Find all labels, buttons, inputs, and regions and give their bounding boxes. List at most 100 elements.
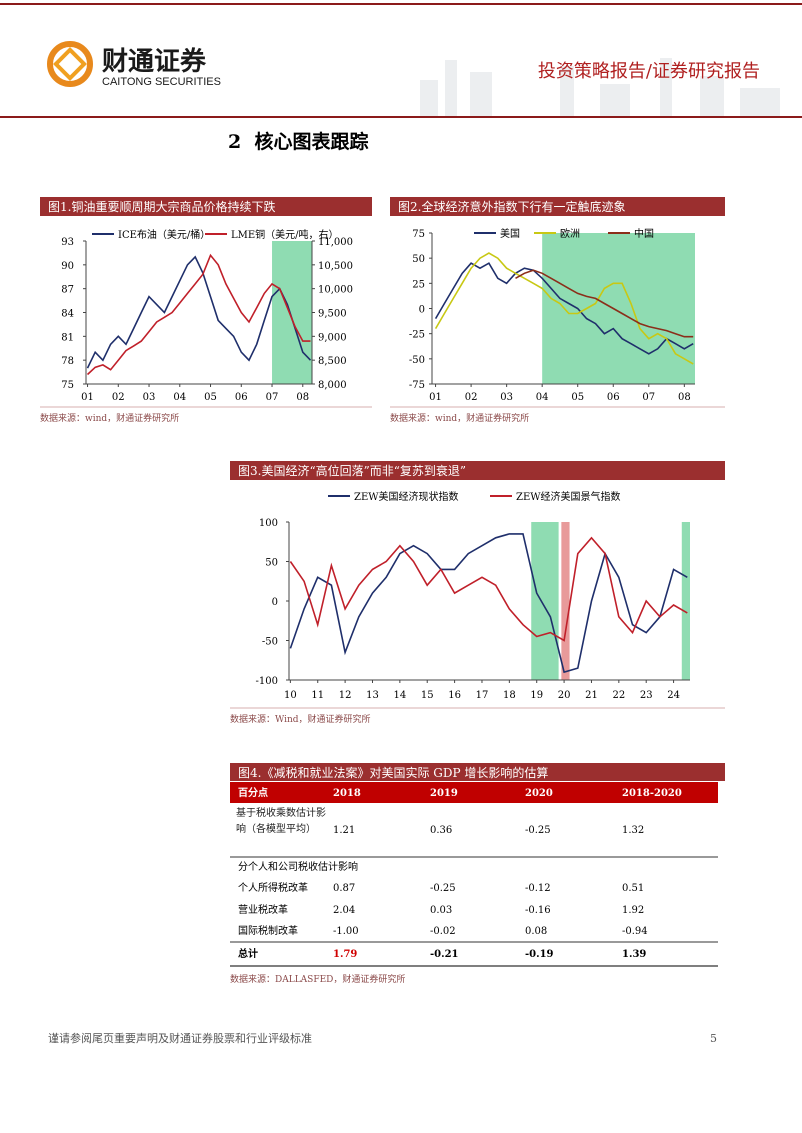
table-cell: 1.32 <box>622 825 644 836</box>
table-header-cell: 2020 <box>525 788 553 799</box>
legend-label: 欧洲 <box>560 228 580 240</box>
x-tick-label: 05 <box>571 392 584 403</box>
top-rule <box>0 3 802 5</box>
table-cell: -1.00 <box>333 926 359 937</box>
y-tick-label: -50 <box>262 637 278 648</box>
series-line <box>434 252 694 365</box>
y-tick-label: -75 <box>409 380 425 391</box>
table-cell: 1.92 <box>622 905 644 916</box>
legend-label: ICE布油（美元/桶） <box>118 228 210 241</box>
series-line <box>86 255 312 369</box>
series-line <box>289 533 688 674</box>
x-tick-label: 04 <box>536 392 549 403</box>
table-row-label: 国际税制改革 <box>238 924 298 937</box>
table-title-bar <box>230 763 725 781</box>
x-tick-label: 21 <box>585 690 598 701</box>
skyline <box>420 58 780 116</box>
y-tick-label: 75 <box>61 380 74 391</box>
table-row-label: 分个人和公司税收估计影响 <box>238 860 358 873</box>
source-note: 数据来源：DALLASFED，财通证券研究所 <box>230 973 405 985</box>
legend-label: 中国 <box>634 227 654 240</box>
source-note: 数据来源：wind，财通证券研究所 <box>390 412 529 424</box>
table-cell: 1.79 <box>333 949 357 960</box>
y-tick-label: 90 <box>61 261 74 272</box>
x-tick-label: 02 <box>112 392 125 403</box>
x-tick-label: 24 <box>667 690 680 701</box>
table-cell: 0.87 <box>333 883 355 894</box>
table-cell: -0.94 <box>622 926 648 937</box>
x-tick-label: 05 <box>204 392 217 403</box>
header-rule <box>0 116 802 118</box>
table-row-label: 基于税收乘数估计影响（各模型平均） <box>236 808 326 835</box>
table-header-cell: 2019 <box>430 788 458 799</box>
y-tick-label: 87 <box>61 285 74 296</box>
y2-tick-label: 8,500 <box>318 356 347 367</box>
x-tick-label: 08 <box>296 392 309 403</box>
table-cell: -0.16 <box>525 905 551 916</box>
company-cn: 财通证券 <box>102 47 207 77</box>
series-line <box>86 253 311 376</box>
y-tick-label: 50 <box>412 254 425 265</box>
y2-tick-label: 9,000 <box>318 332 347 343</box>
table-header-cell: 2018-2020 <box>622 788 682 799</box>
highlight-band <box>542 233 695 384</box>
table-title: 图4.《减税和就业法案》对美国实际 GDP 增长影响的估算 <box>238 765 548 780</box>
table-cell: 1.39 <box>622 949 646 960</box>
y2-tick-label: 9,500 <box>318 309 347 320</box>
highlight-band <box>561 522 570 680</box>
series-line <box>289 536 688 642</box>
x-tick-label: 03 <box>500 392 513 403</box>
table-cell: -0.25 <box>430 883 456 894</box>
table-cell: -0.02 <box>430 926 456 937</box>
y-tick-label: -50 <box>409 355 425 366</box>
x-tick-label: 22 <box>612 690 625 701</box>
table-header-bar <box>230 782 718 803</box>
table-cell: 2.04 <box>333 905 355 916</box>
y-tick-label: 93 <box>61 237 74 248</box>
x-tick-label: 13 <box>366 690 379 701</box>
legend-label: 美国 <box>500 227 520 240</box>
x-tick-label: 10 <box>284 690 297 701</box>
x-tick-label: 04 <box>173 392 186 403</box>
y2-tick-label: 8,000 <box>318 380 347 391</box>
x-tick-label: 14 <box>393 690 406 701</box>
logo <box>47 41 93 87</box>
table-header-cell: 2018 <box>333 788 361 799</box>
y-tick-label: 100 <box>259 518 278 529</box>
series-line <box>515 269 694 338</box>
chart-title-bar <box>40 197 372 216</box>
chart-title: 图2.全球经济意外指数下行有一定触底迹象 <box>398 199 625 214</box>
table-cell: -0.12 <box>525 883 551 894</box>
disclaimer: 谨请参阅尾页重要声明及财通证券股票和行业评级标准 <box>48 1031 312 1045</box>
x-tick-label: 08 <box>678 392 691 403</box>
source-note: 数据来源：wind，财通证券研究所 <box>40 412 179 424</box>
x-tick-label: 23 <box>640 690 653 701</box>
table-cell: 1.21 <box>333 825 355 836</box>
x-tick-label: 15 <box>421 690 434 701</box>
x-tick-label: 19 <box>530 690 543 701</box>
y-tick-label: 50 <box>265 558 278 569</box>
page-number: 5 <box>710 1032 717 1045</box>
x-tick-label: 12 <box>339 690 352 701</box>
table-row-label: 个人所得税改革 <box>238 881 308 894</box>
chart-title: 图3.美国经济“高位回落”而非“复苏到衰退” <box>238 463 466 478</box>
x-tick-label: 02 <box>465 392 478 403</box>
table-cell: 0.36 <box>430 825 452 836</box>
chart-title: 图1.铜油重要顺周期大宗商品价格持续下跌 <box>48 199 275 214</box>
company-en: CAITONG SECURITIES <box>102 76 221 88</box>
y2-tick-label: 11,000 <box>318 237 353 248</box>
x-tick-label: 03 <box>143 392 156 403</box>
y-tick-label: -25 <box>409 330 425 341</box>
table-cell: -0.19 <box>525 949 554 960</box>
highlight-band <box>272 241 312 384</box>
x-tick-label: 06 <box>607 392 620 403</box>
table-cell: 0.08 <box>525 926 547 937</box>
y2-tick-label: 10,500 <box>318 261 353 272</box>
x-tick-label: 06 <box>235 392 248 403</box>
source-note: 数据来源：Wind，财通证券研究所 <box>230 713 371 725</box>
chart-title-bar <box>230 461 725 480</box>
highlight-band <box>531 522 559 680</box>
y-tick-label: 25 <box>412 279 425 290</box>
y-tick-label: 81 <box>61 332 74 343</box>
